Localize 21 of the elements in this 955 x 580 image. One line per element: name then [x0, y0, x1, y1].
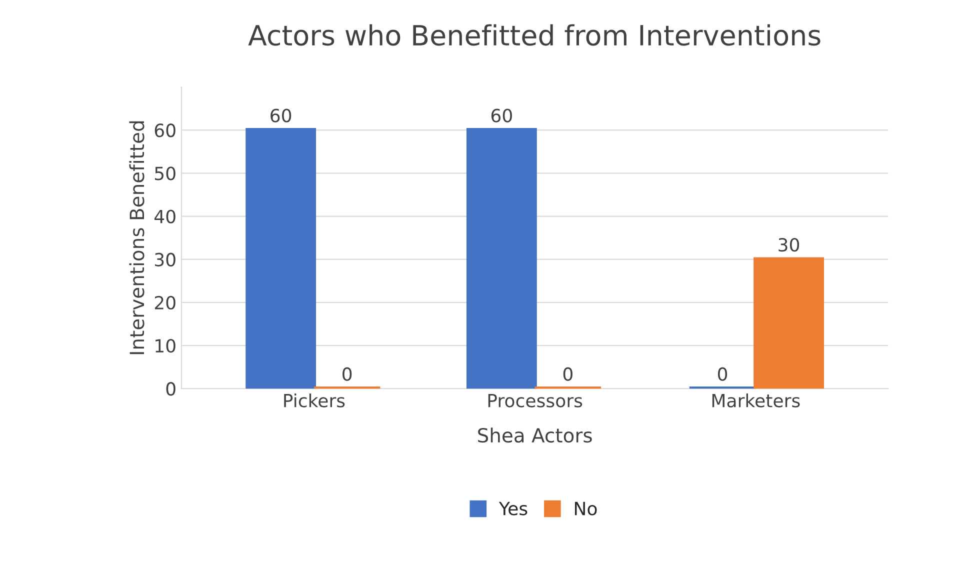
data-label: 60	[270, 108, 292, 122]
y-tick-label: 50	[155, 166, 176, 180]
data-label: 30	[778, 238, 800, 252]
data-label: 60	[491, 108, 512, 122]
y-tick-label: 10	[156, 338, 176, 353]
y-tick-label: 30	[154, 252, 176, 266]
data-label: 0	[342, 367, 352, 381]
legend-label: Yes	[498, 502, 528, 516]
y-tick-label: 60	[154, 124, 176, 138]
data-label: 0	[718, 367, 728, 381]
x-tick-label: Marketers	[712, 393, 800, 408]
y-tick-label: 0	[166, 382, 176, 396]
x-tick-label: Processors	[488, 394, 582, 408]
y-axis-title: Interventions Benefitted	[129, 121, 144, 354]
legend-label: No	[574, 502, 597, 516]
chart-title: Actors who Benefitted from Interventions	[248, 24, 820, 46]
x-tick-label: Pickers	[284, 393, 345, 408]
x-axis-title: Shea Actors	[478, 428, 592, 443]
y-tick-label: 20	[154, 296, 176, 310]
y-tick-label: 40	[154, 210, 176, 224]
data-label: 0	[563, 367, 572, 381]
